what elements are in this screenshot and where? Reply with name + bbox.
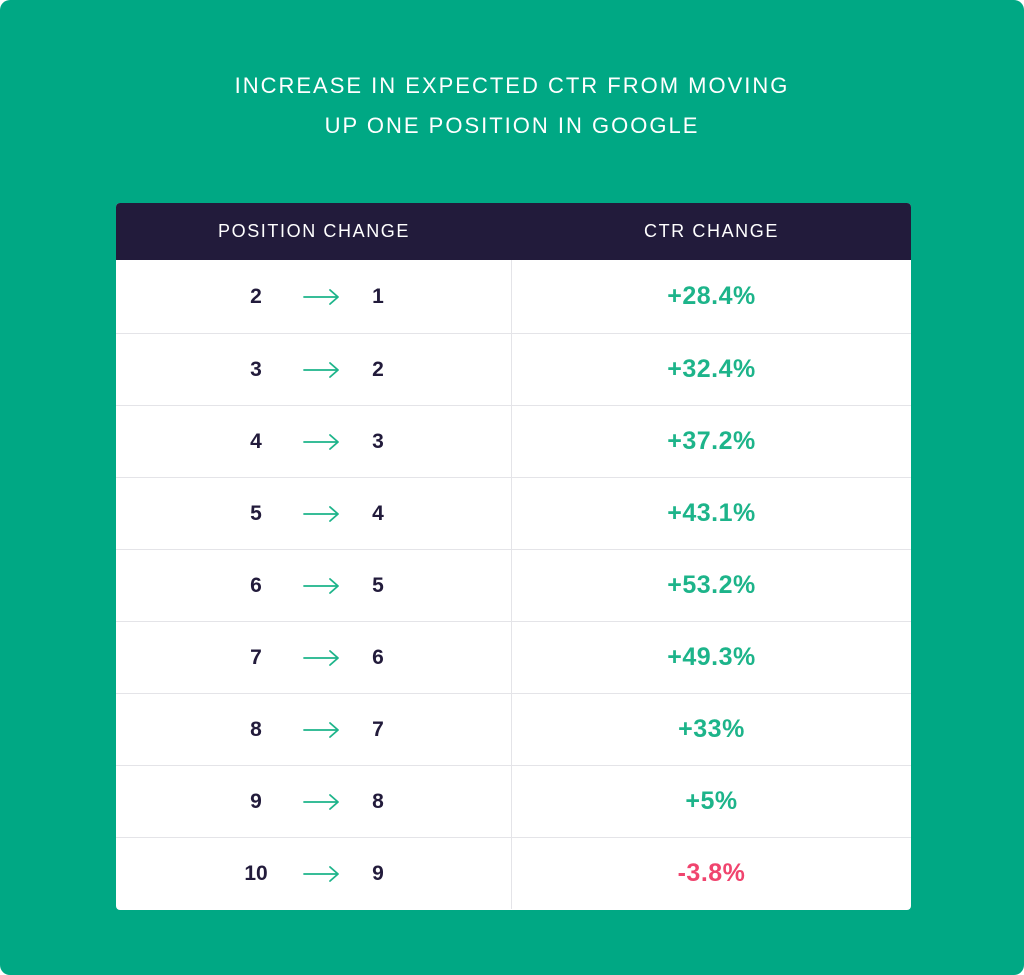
to-position: 9: [372, 861, 384, 885]
table-row: 7 6 +49.3%: [116, 621, 911, 693]
chart-title: INCREASE IN EXPECTED CTR FROM MOVING UP …: [0, 66, 1024, 146]
right-arrow-icon: [303, 577, 339, 594]
from-position: 9: [250, 789, 262, 813]
ctr-change-value: +37.2%: [667, 427, 756, 455]
from-position: 10: [244, 861, 268, 885]
table-row: 4 3 +37.2%: [116, 405, 911, 477]
ctr-change-value: +49.3%: [667, 643, 756, 671]
table-row: 8 7 +33%: [116, 693, 911, 765]
chart-title-line-2: UP ONE POSITION IN GOOGLE: [324, 113, 700, 138]
table-row: 10 9 -3.8%: [116, 837, 911, 909]
from-position: 3: [250, 357, 262, 381]
ctr-change-value: -3.8%: [677, 859, 746, 887]
ctr-change-value: +28.4%: [667, 282, 756, 310]
right-arrow-icon: [303, 649, 339, 666]
ctr-change-value: +33%: [678, 715, 745, 743]
table-row: 9 8 +5%: [116, 765, 911, 837]
right-arrow-icon: [303, 793, 339, 810]
position-change-cell: 10 9: [116, 838, 512, 909]
table-row: 3 2 +32.4%: [116, 333, 911, 405]
table-body: 2 1 +28.4% 3 2 +32.4% 4 3 +37.2% 5 4 +43.1% 6 5 +53.2%…: [116, 260, 911, 909]
from-position: 8: [250, 717, 262, 741]
to-position: 2: [372, 357, 384, 381]
right-arrow-icon: [303, 721, 339, 738]
table-row: 2 1 +28.4%: [116, 260, 911, 333]
table-row: 6 5 +53.2%: [116, 549, 911, 621]
from-position: 2: [250, 284, 262, 308]
to-position: 8: [372, 789, 384, 813]
column-header-position-change: POSITION CHANGE: [217, 221, 411, 241]
from-position: 4: [250, 429, 262, 453]
from-position: 6: [250, 573, 262, 597]
ctr-change-value: +5%: [685, 787, 738, 815]
right-arrow-icon: [303, 865, 339, 882]
to-position: 5: [372, 573, 384, 597]
right-arrow-icon: [303, 288, 339, 305]
to-position: 1: [372, 284, 384, 308]
ctr-change-value: +32.4%: [667, 355, 756, 383]
to-position: 7: [372, 717, 384, 741]
right-arrow-icon: [303, 505, 339, 522]
chart-title-line-1: INCREASE IN EXPECTED CTR FROM MOVING: [234, 73, 790, 98]
table-row: 5 4 +43.1%: [116, 477, 911, 549]
right-arrow-icon: [303, 361, 339, 378]
table-header: POSITION CHANGE CTR CHANGE: [116, 203, 911, 260]
to-position: 3: [372, 429, 384, 453]
to-position: 4: [372, 501, 384, 525]
from-position: 7: [250, 645, 262, 669]
right-arrow-icon: [303, 433, 339, 450]
from-position: 5: [250, 501, 262, 525]
ctr-table: POSITION CHANGE CTR CHANGE 2 1 +28.4% 3 2 +32…: [116, 203, 911, 910]
ctr-change-value: +43.1%: [667, 499, 756, 527]
ctr-change-value: +53.2%: [667, 571, 756, 599]
column-header-ctr-change: CTR CHANGE: [643, 221, 779, 241]
to-position: 6: [372, 645, 384, 669]
